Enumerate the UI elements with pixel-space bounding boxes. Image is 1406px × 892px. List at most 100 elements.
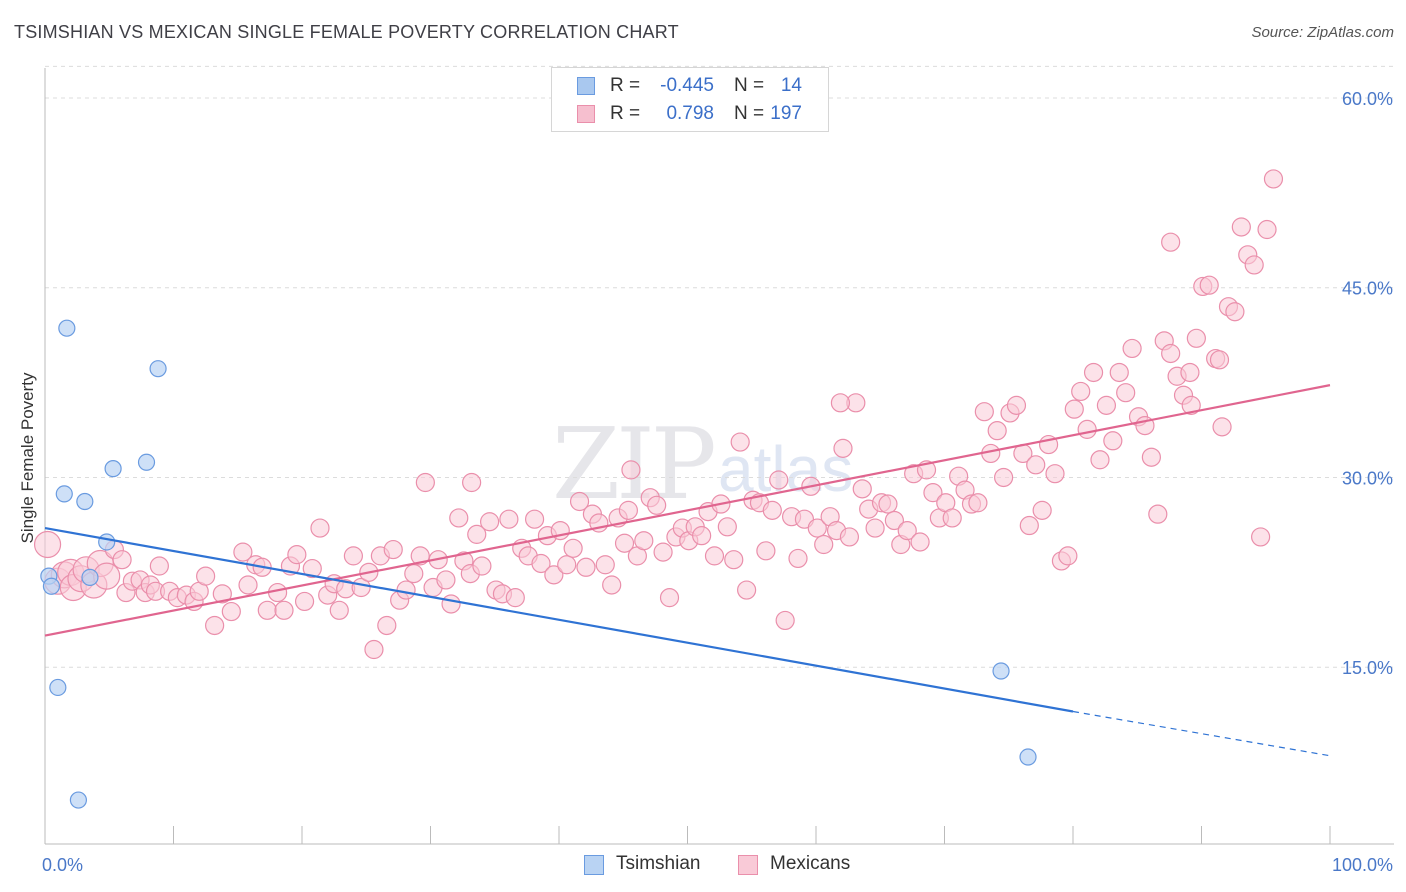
mexicans-point xyxy=(602,575,622,595)
mexicans-point xyxy=(462,472,482,493)
mexicans-point xyxy=(221,601,241,622)
n-label: N = xyxy=(734,75,765,96)
mexicans-point xyxy=(1251,527,1271,547)
mexicans-point xyxy=(737,580,757,600)
mexicans-point xyxy=(1225,302,1245,322)
mexicans-trend-line xyxy=(44,384,1331,637)
mexicans-point xyxy=(968,493,988,513)
tsimshian-point xyxy=(137,453,156,471)
mexicans-point xyxy=(634,531,654,551)
mexicans-point xyxy=(196,566,216,586)
series-legend: Tsimshian Mexicans xyxy=(0,850,1406,878)
mexicans-point xyxy=(923,483,943,503)
r-value: 0.798 xyxy=(666,103,714,124)
mexicans-point xyxy=(472,556,492,576)
mexicans-point xyxy=(329,600,349,620)
mexicans-point xyxy=(756,541,776,561)
x-tick-label: 0.0% xyxy=(42,855,83,875)
mexicans-point xyxy=(212,584,232,604)
mexicans-point xyxy=(1231,217,1251,237)
mexicans-point xyxy=(1122,338,1142,359)
mexicans-point xyxy=(775,610,795,631)
mexicans-point xyxy=(557,555,577,575)
mexicans-point xyxy=(942,508,962,528)
mexicans-point xyxy=(618,500,638,520)
mexicans-point xyxy=(1199,275,1219,295)
mexicans-point xyxy=(1186,328,1206,348)
n-value: 197 xyxy=(770,103,802,124)
mexicans-point xyxy=(1019,515,1039,536)
mexicans-point xyxy=(1096,395,1117,415)
y-tick-label: 15.0% xyxy=(1342,658,1393,678)
mexicans-point xyxy=(499,509,519,529)
tsimshian-point xyxy=(98,533,116,551)
mexicans-point xyxy=(1161,343,1181,364)
mexicans-point xyxy=(576,557,596,577)
tsimshian-trend-extension xyxy=(1072,710,1331,757)
mexicans-point xyxy=(364,639,384,660)
y-tick-label: 30.0% xyxy=(1342,468,1393,488)
tick-labels: 15.0% 30.0% 45.0% 60.0% 0.0% 100.0% xyxy=(42,89,1393,875)
mexicans-point xyxy=(1077,419,1097,439)
mexicans-point xyxy=(1032,500,1052,520)
tsimshian-point xyxy=(104,460,122,478)
tsimshian-point xyxy=(81,568,99,587)
chart-title: TSIMSHIAN VS MEXICAN SINGLE FEMALE POVER… xyxy=(14,22,679,42)
tsimshian-point xyxy=(58,319,76,337)
mexicans-point xyxy=(692,526,712,546)
n-label: N = xyxy=(734,103,765,124)
mexicans-point xyxy=(310,518,330,538)
mexicans-point xyxy=(415,472,435,493)
mexicans-point xyxy=(897,520,917,541)
mexicans-point xyxy=(343,546,363,566)
mexicans-point xyxy=(1006,395,1027,415)
r-label: R = xyxy=(610,75,641,96)
tsimshian-point xyxy=(76,492,94,511)
mexicans-point xyxy=(830,393,851,413)
mexicans-point xyxy=(274,600,294,620)
tsimshian-trend-line xyxy=(44,526,1074,713)
trend-lines xyxy=(44,384,1331,757)
mexicans-point xyxy=(467,524,487,544)
mexicans-point xyxy=(1083,362,1104,383)
mexicans-point xyxy=(294,591,315,612)
mexicans-point xyxy=(724,550,744,570)
mexicans-point xyxy=(1180,362,1200,383)
mexicans-point xyxy=(1116,383,1136,403)
legend-label: Mexicans xyxy=(770,853,851,874)
mexicans-point xyxy=(377,615,397,636)
tsimshian-points xyxy=(40,319,1037,809)
y-tick-label: 60.0% xyxy=(1342,89,1393,109)
mexicans-point xyxy=(910,532,930,552)
mexicans-point xyxy=(614,533,635,553)
mexicans-point xyxy=(149,556,169,576)
mexicans-point xyxy=(302,558,322,579)
mexicans-point xyxy=(441,594,461,614)
r-label: R = xyxy=(610,103,641,124)
mexicans-point xyxy=(1141,447,1161,467)
mexicans-point xyxy=(659,588,680,608)
mexicans-point xyxy=(987,421,1007,441)
tsimshian-point xyxy=(69,791,88,809)
mexicans-point xyxy=(621,460,641,480)
mexicans-point xyxy=(287,545,307,565)
mexicans-point xyxy=(878,494,898,514)
mexicans-point xyxy=(1263,169,1284,189)
mexicans-point xyxy=(788,548,808,569)
tsimshian-point xyxy=(42,577,61,595)
mexicans-swatch xyxy=(577,105,595,123)
mexicans-point xyxy=(730,432,750,452)
mexicans-point xyxy=(33,530,62,559)
mexicans-point xyxy=(1181,395,1201,415)
mexicans-point xyxy=(524,509,545,529)
mexicans-point xyxy=(807,518,827,538)
mexicans-point xyxy=(531,553,551,574)
mexicans-point xyxy=(1257,219,1277,240)
mexicans-point xyxy=(1103,431,1123,451)
mexicans-swatch xyxy=(738,855,758,875)
mexicans-point xyxy=(884,510,904,531)
tsimshian-point xyxy=(1019,748,1037,766)
mexicans-point xyxy=(396,580,416,600)
mexicans-point xyxy=(647,495,667,515)
y-axis-label: Single Female Poverty xyxy=(18,372,37,544)
